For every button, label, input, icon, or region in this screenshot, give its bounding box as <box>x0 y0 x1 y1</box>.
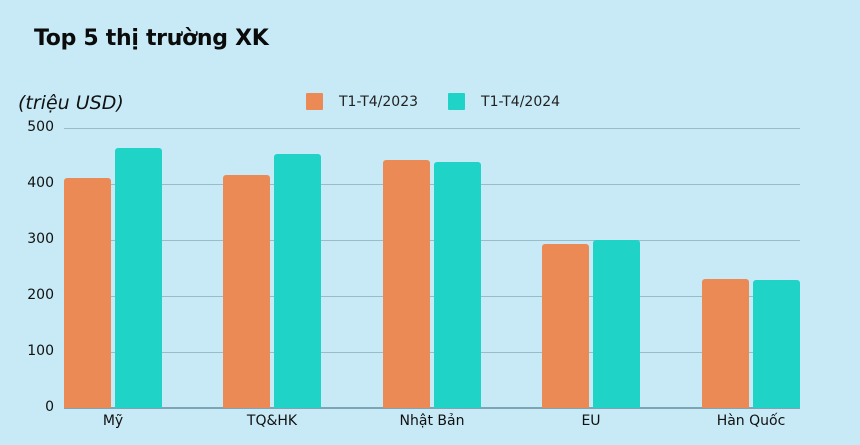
bar-2023-1 <box>223 175 270 408</box>
legend-label-2023: T1-T4/2023 <box>339 93 419 110</box>
bar-2023-3 <box>542 243 589 408</box>
x-label-han-quoc: Hàn Quốc <box>716 413 786 429</box>
gridline-300 <box>64 240 800 241</box>
x-axis-line <box>64 407 800 409</box>
y-tick-200: 200 <box>27 287 54 303</box>
bar-2024-1 <box>274 153 321 408</box>
legend-label-2024: T1-T4/2024 <box>481 93 561 110</box>
gridline-200 <box>64 296 800 297</box>
bar-2023-2 <box>383 159 430 408</box>
bar-2023-4 <box>702 279 749 408</box>
y-axis-unit-label: (triệu USD) <box>18 92 124 114</box>
bar-2024-4 <box>753 280 800 408</box>
gridline-400 <box>64 184 800 185</box>
chart-title: Top 5 thị trường XK <box>34 26 269 51</box>
chart-legend: T1-T4/2023 T1-T4/2024 <box>306 93 590 110</box>
legend-item-2024: T1-T4/2024 <box>448 93 560 110</box>
legend-swatch-2024 <box>448 93 466 110</box>
bar-2024-0 <box>115 148 162 408</box>
x-label-nhat-ban: Nhật Bản <box>399 413 465 429</box>
bar-2024-3 <box>593 240 640 408</box>
y-tick-400: 400 <box>27 175 54 191</box>
x-label-eu: EU <box>581 413 601 429</box>
bar-2024-2 <box>434 162 481 408</box>
x-label-my: Mỹ <box>102 413 124 429</box>
bar-2023-0 <box>64 177 111 408</box>
x-label-tqhk: TQ&HK <box>246 413 298 429</box>
y-tick-0: 0 <box>45 399 54 415</box>
legend-item-2023: T1-T4/2023 <box>306 93 418 110</box>
y-tick-100: 100 <box>27 343 54 359</box>
gridline-100 <box>64 352 800 353</box>
y-tick-500: 500 <box>27 119 54 135</box>
gridline-500 <box>64 128 800 129</box>
legend-swatch-2023 <box>306 93 323 110</box>
y-tick-300: 300 <box>27 231 54 247</box>
